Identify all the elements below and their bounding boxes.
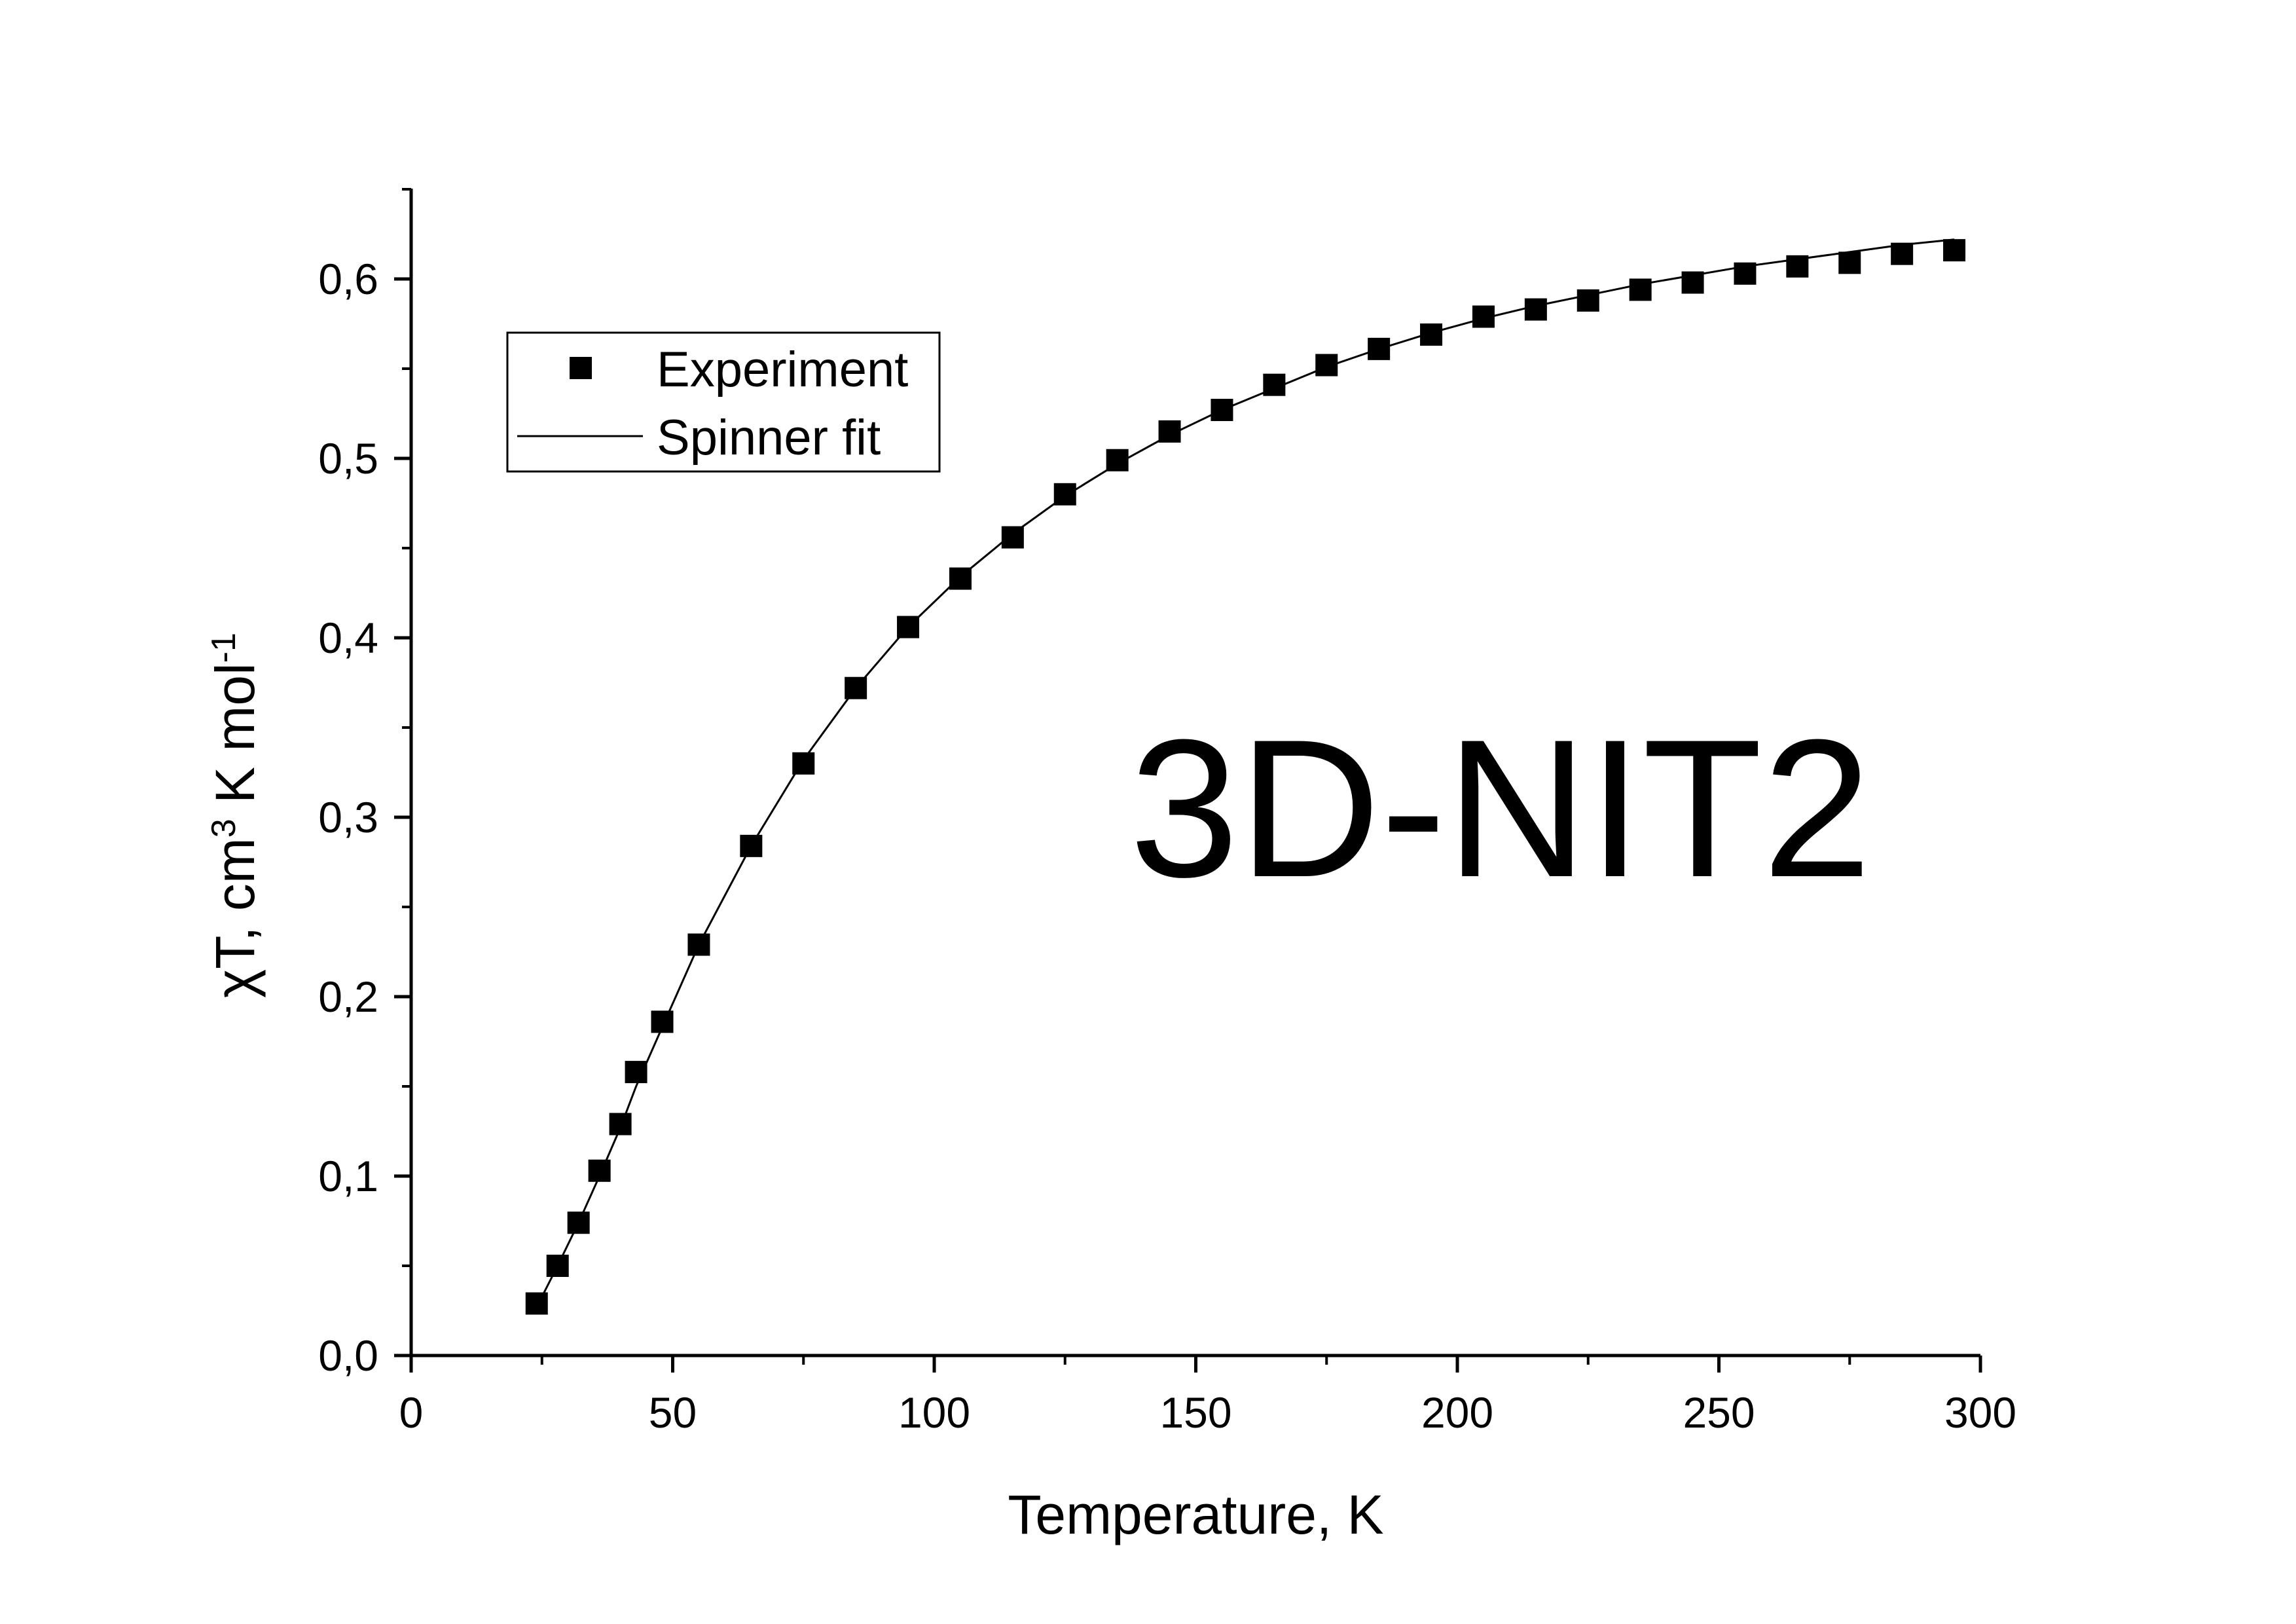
x-tick-label: 250: [1683, 1388, 1755, 1437]
experiment-point: [1576, 289, 1599, 312]
y-tick-label: 0,0: [318, 1331, 378, 1380]
experiment-point: [897, 616, 920, 638]
experiment-point: [1368, 337, 1391, 360]
experiment-point: [1263, 373, 1286, 396]
experiment-point: [1001, 526, 1024, 549]
experiment-point: [1211, 399, 1233, 422]
experiment-point: [588, 1159, 611, 1182]
y-axis-title-mid: K mol: [204, 663, 266, 819]
experiment-point: [525, 1292, 548, 1315]
sample-annotation: 3D-NIT2: [1129, 698, 1872, 918]
experiment-point: [1315, 354, 1338, 377]
experiment-point: [1106, 449, 1129, 471]
y-ticks: 0,0 0,1 0,2 0,3 0,4 0,5 0,6: [318, 188, 411, 1380]
experiment-point: [792, 752, 815, 775]
experiment-point: [1786, 255, 1809, 278]
experiment-point: [1891, 242, 1914, 265]
y-tick-label: 0,4: [318, 614, 378, 662]
experiment-point: [546, 1255, 569, 1277]
experiment-point: [1053, 483, 1076, 506]
experiment-point: [567, 1211, 590, 1234]
experiment-point: [609, 1113, 632, 1135]
y-axis-title-sup2: -1: [205, 633, 243, 663]
y-axis-title-main: χT, cm: [204, 838, 266, 998]
experiment-point: [651, 1010, 674, 1033]
legend-box: [506, 331, 941, 473]
y-tick-label: 0,3: [318, 793, 378, 841]
legend: Experiment Spinner fit: [506, 331, 941, 473]
experiment-point: [1734, 262, 1757, 285]
x-tick-label: 100: [898, 1388, 970, 1437]
x-tick-label: 150: [1159, 1388, 1231, 1437]
y-tick-label: 0,6: [318, 255, 378, 303]
x-ticks: 0 50 100 150 200 250 300: [399, 1356, 2016, 1437]
experiment-point: [1943, 239, 1966, 262]
experiment-point: [687, 933, 710, 956]
plot-series: [525, 238, 1966, 1315]
experiment-point: [1681, 271, 1704, 294]
experiment-point: [740, 834, 763, 857]
legend-label-experiment: Experiment: [657, 342, 908, 397]
y-axis-title-sup1: 3: [205, 819, 243, 838]
x-tick-label: 50: [649, 1388, 697, 1437]
experiment-point: [949, 567, 972, 590]
experiment-point: [845, 676, 867, 699]
experiment-point: [1472, 305, 1495, 328]
x-tick-label: 200: [1421, 1388, 1493, 1437]
x-tick-label: 300: [1944, 1388, 2016, 1437]
x-axis-title: Temperature, K: [1008, 1484, 1383, 1545]
y-tick-label: 0,1: [318, 1152, 378, 1200]
experiment-point: [1420, 323, 1443, 346]
experiment-point: [1838, 251, 1861, 274]
axes: 0 50 100 150 200 250 300 0,0 0,1 0,2 0,3 0,4 0,5 0,6: [318, 188, 2016, 1437]
experiment-point: [1524, 298, 1547, 321]
y-tick-label: 0,5: [318, 434, 378, 483]
y-tick-label: 0,2: [318, 972, 378, 1021]
legend-label-spinner-fit: Spinner fit: [657, 410, 881, 466]
experiment-point: [1158, 420, 1181, 443]
y-axis-title: χT, cm3 K mol-1: [204, 633, 266, 998]
x-tick-label: 0: [399, 1388, 424, 1437]
legend-marker-experiment: [570, 357, 592, 379]
experiment-point: [625, 1061, 647, 1084]
experiment-point: [1629, 278, 1652, 301]
